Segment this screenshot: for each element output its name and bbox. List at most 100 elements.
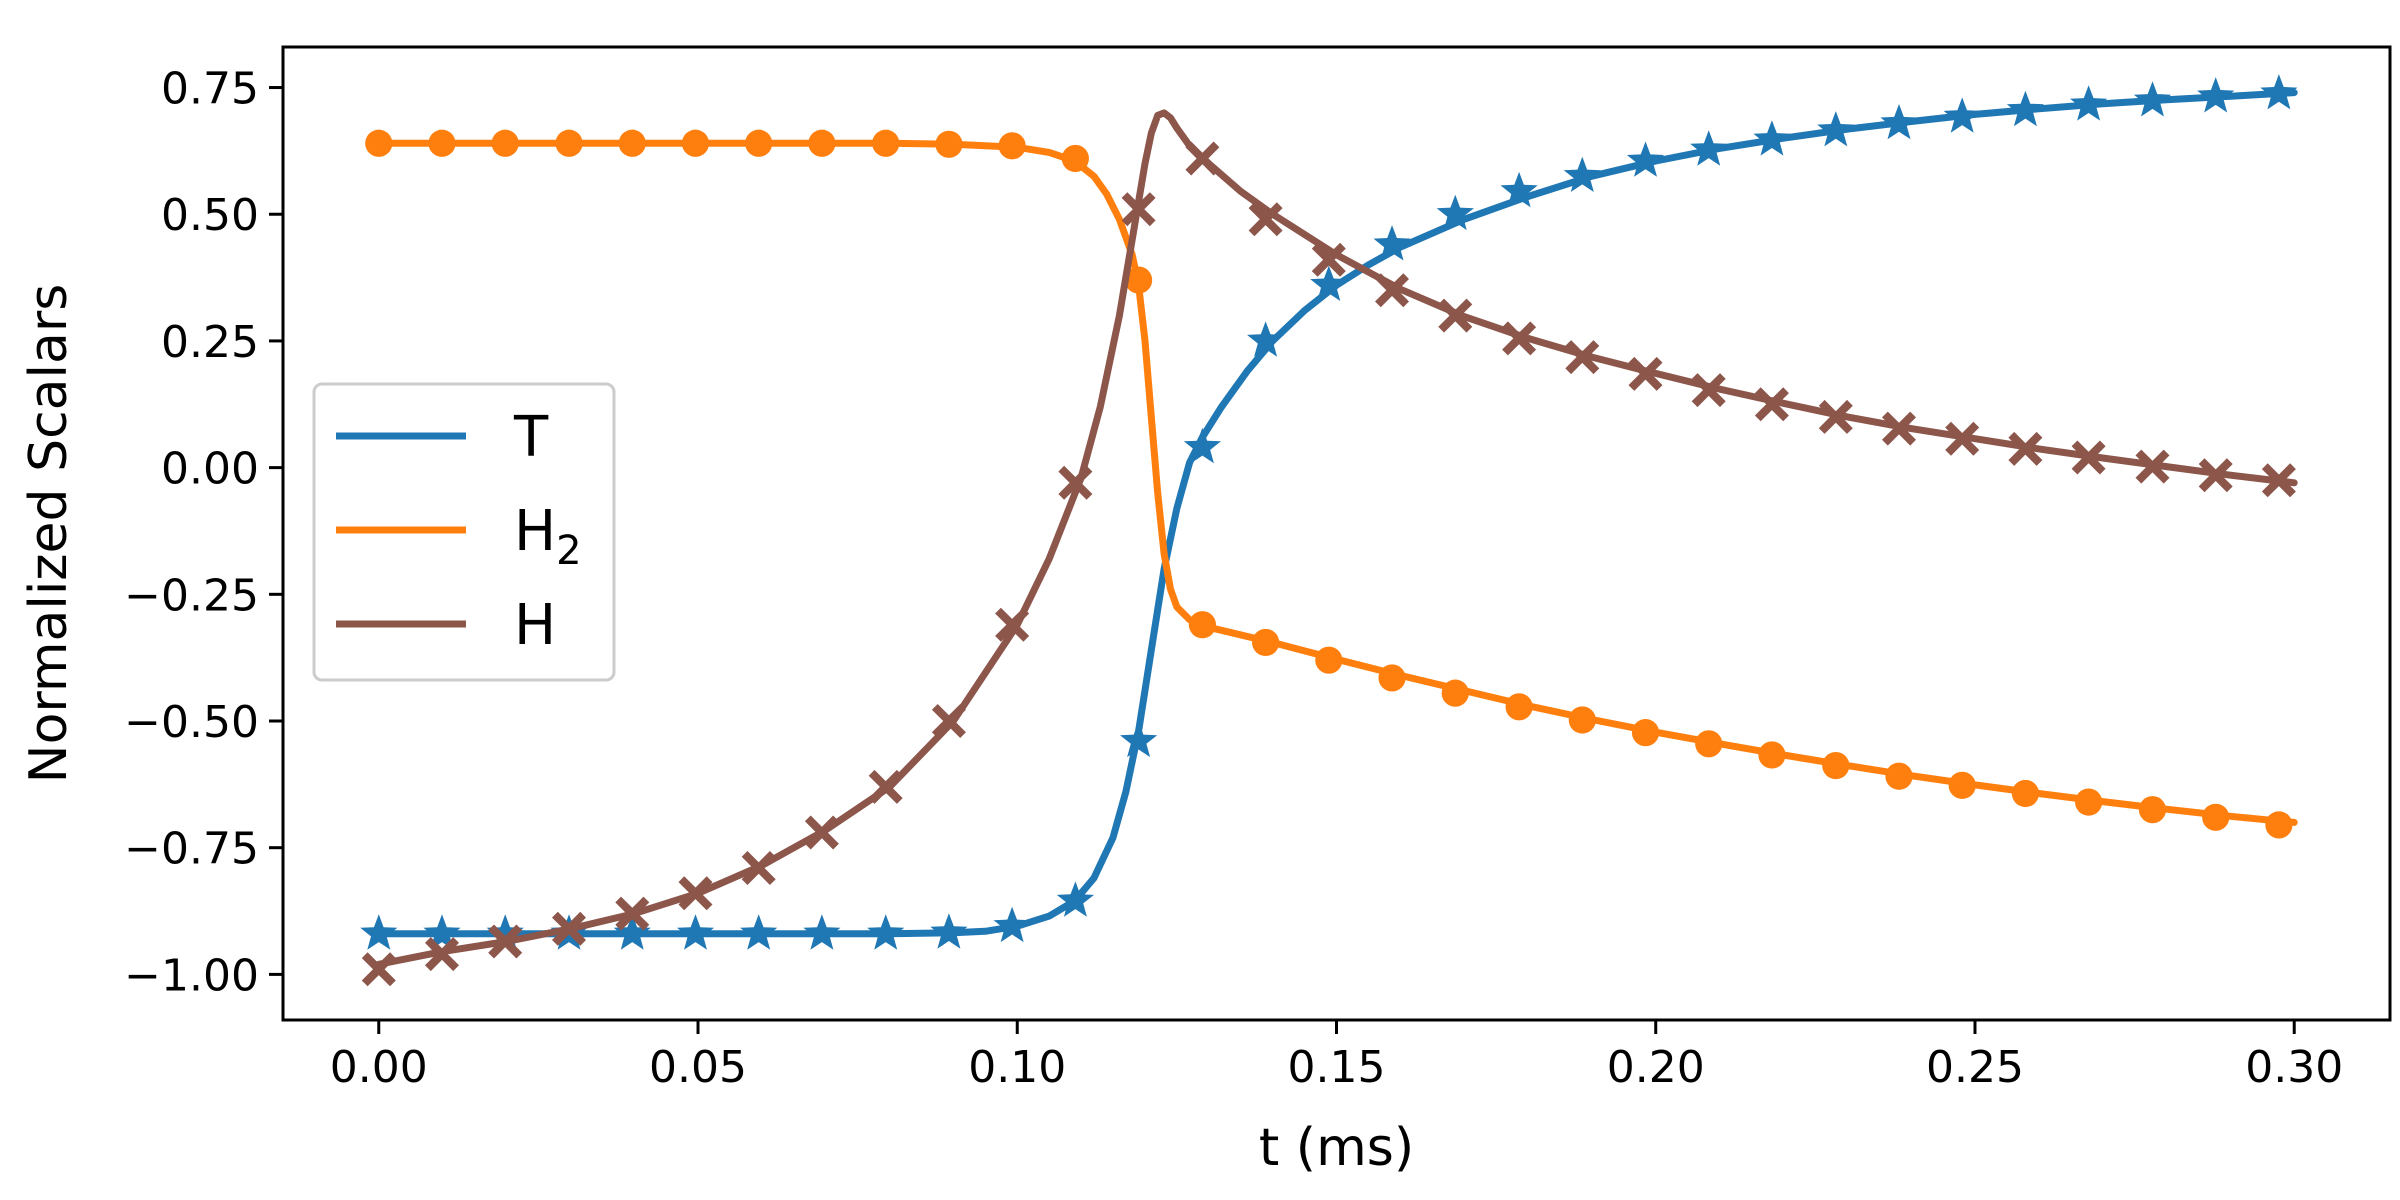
data-point-H2 [872,129,900,157]
data-point-H2 [1758,741,1786,769]
data-point-H2 [555,129,583,157]
x-tick-label: 0.05 [649,1042,747,1093]
data-point-H2 [998,132,1026,160]
data-point-H [1502,321,1537,356]
data-point-H [1185,141,1220,176]
data-point-H2 [2075,788,2103,816]
data-point-H2 [681,129,710,157]
data-point-T [1183,427,1221,464]
y-tick-label: 0.25 [161,317,259,368]
legend-label: T [513,405,549,470]
data-point-T [423,914,461,950]
data-point-T [740,914,778,950]
y-axis: 0.75 0.50 0.25 0.00 −0.25 −0.50 −0.75 −1.00 [124,64,283,1001]
series-H2 [365,129,2298,839]
data-point-T [2260,74,2298,110]
data-point-H [931,704,966,738]
data-point-T [613,914,651,950]
data-point-H2 [935,130,963,158]
data-point-T [1310,265,1348,301]
data-point-H2 [1948,771,1976,799]
data-point-H2 [2265,811,2293,839]
data-point-H [488,924,523,959]
legend-label: H2 [514,499,582,574]
y-tick-label: −1.00 [124,950,259,1001]
data-point-H [2008,431,2043,466]
data-point-H2 [1315,646,1343,674]
legend-entry-T: T [336,405,549,470]
data-point-H [1818,399,1853,434]
data-point-T [1563,156,1601,192]
data-point-H2 [1061,144,1089,173]
data-point-H2 [365,129,393,157]
data-point-H [1945,421,1980,456]
data-point-T [867,914,905,950]
data-point-H2 [1441,679,1469,707]
data-point-H2 [1505,693,1533,721]
data-point-H2 [1885,762,1913,790]
data-point-T [486,914,524,950]
legend-entry-H2: H2 [336,499,582,574]
data-point-T [1436,194,1474,231]
data-point-T [1373,225,1411,261]
data-point-H [1754,387,1789,422]
data-point-T [993,906,1031,943]
y-tick-label: 0.50 [161,190,259,241]
data-point-H [1691,373,1726,408]
y-tick-label: −0.50 [124,697,259,748]
data-point-H [995,607,1030,642]
data-point-H2 [491,129,519,157]
data-point-T [1943,97,1981,133]
legend-label: H [514,593,556,658]
data-point-H [1882,411,1916,446]
data-point-T [930,913,968,949]
legend-label-main: H [514,593,556,658]
data-point-H [1565,340,1600,375]
legend-label-main: T [513,405,549,470]
legend-label-subscript: 2 [556,528,581,574]
data-point-H2 [1252,628,1280,657]
data-point-T [1247,321,1285,357]
x-tick-label: 0.00 [330,1042,428,1093]
data-point-T [2006,90,2044,127]
data-point-H2 [1378,664,1406,692]
data-point-H [868,769,903,804]
x-tick-label: 0.10 [968,1042,1066,1093]
legend-entry-H: H [336,593,556,658]
x-tick-label: 0.15 [1288,1042,1386,1093]
y-axis-label: Normalized Scalars [19,284,79,784]
data-point-H [1248,202,1283,237]
x-tick-label: 0.20 [1607,1042,1705,1093]
legend-label-main: H [514,499,556,564]
data-point-H2 [2202,803,2230,831]
data-point-H2 [745,129,773,157]
data-point-H2 [1631,719,1660,747]
y-tick-label: −0.75 [124,824,259,875]
x-axis-label: t (ms) [1259,1118,1414,1178]
data-point-T [2133,81,2172,117]
data-point-H [2261,463,2296,498]
y-tick-label: −0.25 [124,570,259,621]
data-point-H2 [1568,706,1596,734]
data-point-H2 [2011,779,2040,808]
data-point-T [1880,104,1918,140]
series-H [361,109,2298,987]
data-point-H [361,952,396,987]
data-point-H [741,851,776,885]
data-point-H [615,896,650,931]
data-point-H [1628,356,1663,391]
data-point-T [1626,141,1665,177]
data-point-H2 [1822,752,1850,780]
y-tick-label: 0.75 [161,64,259,115]
data-point-H [1375,273,1409,308]
data-point-T [2197,77,2235,113]
x-tick-label: 0.30 [2245,1042,2343,1093]
data-point-H [804,815,839,850]
data-point-T [1817,111,1855,147]
y-tick-label: 0.00 [161,444,259,495]
data-point-H [1121,192,1156,227]
data-point-H2 [2138,796,2167,824]
data-point-H [1438,298,1473,333]
